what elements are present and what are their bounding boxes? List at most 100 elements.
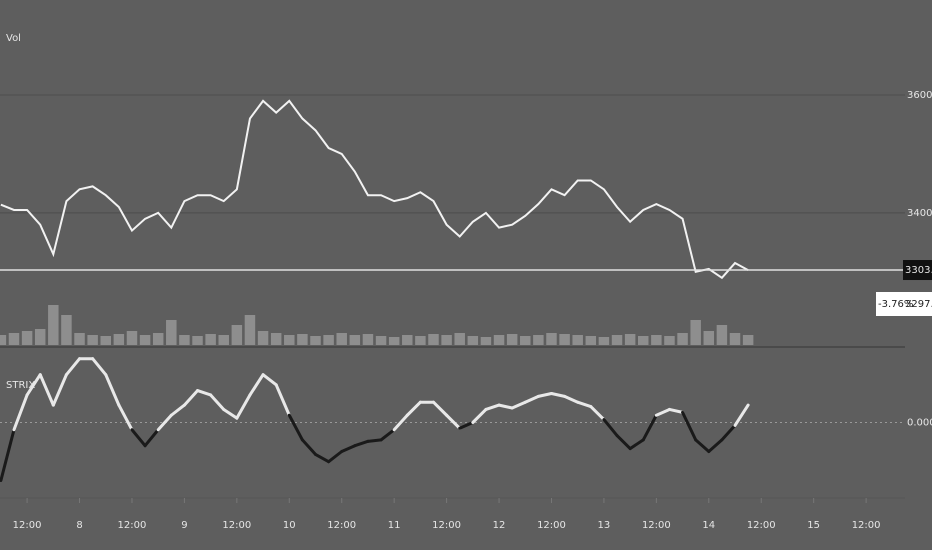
strix-segment	[431, 400, 449, 417]
volume-bar	[467, 336, 479, 345]
strix-segment	[104, 373, 121, 407]
strix-segment	[366, 438, 383, 443]
volume-bar	[21, 331, 33, 345]
volume-bar	[0, 335, 7, 345]
strix-segment	[261, 373, 278, 387]
strix-segment	[12, 393, 29, 432]
strix-segment	[445, 413, 462, 430]
strix-segment	[497, 403, 514, 410]
volume-bar	[690, 320, 701, 345]
x-tick-label: 12:00	[327, 520, 356, 531]
strix-segment	[733, 403, 750, 427]
volume-label: Vol	[6, 33, 21, 44]
volume-bar	[362, 334, 374, 345]
volume-bar	[677, 333, 688, 345]
strix-segment	[38, 373, 55, 407]
strix-segment	[667, 407, 685, 414]
price-badge	[903, 260, 932, 281]
volume-bar	[638, 336, 649, 345]
y-tick-label: 3600.00	[907, 90, 932, 101]
x-tick-label: 10	[283, 520, 296, 531]
price-line	[0, 99, 749, 280]
volume-bar	[598, 337, 610, 345]
badge-label: 3297.80	[905, 299, 932, 310]
strix-segment	[0, 428, 16, 482]
volume-bar	[126, 331, 138, 345]
strix-segment	[222, 407, 239, 420]
volume-bar	[231, 325, 243, 345]
volume-bar	[388, 337, 400, 345]
volume-bar	[257, 331, 269, 345]
strix-segment	[327, 450, 344, 464]
volume-bar	[559, 334, 570, 345]
strix-segment	[64, 357, 82, 377]
volume-bar	[100, 336, 111, 345]
volume-bar	[415, 336, 426, 345]
volume-bar	[192, 336, 203, 345]
strix-segment	[694, 438, 711, 453]
change-badge	[876, 292, 932, 316]
strix-segment	[117, 403, 134, 432]
price-badge-label: 3303.13	[905, 265, 932, 276]
strix-segment	[379, 428, 396, 442]
volume-bar	[572, 335, 583, 345]
strix-segment	[720, 423, 737, 442]
volume-bar	[74, 333, 85, 345]
volume-bar	[61, 315, 72, 345]
volume-bar	[349, 335, 361, 345]
strix-segment	[25, 373, 42, 397]
volume-bar	[336, 333, 347, 345]
volume-bar	[218, 335, 229, 345]
strix-segment	[589, 405, 606, 422]
change-label: -3.76%	[878, 299, 913, 310]
volume-bar	[624, 334, 636, 345]
volume-bar	[546, 333, 557, 345]
volume-bar	[179, 335, 190, 345]
strix-segment	[641, 413, 658, 442]
volume-bar	[493, 335, 505, 345]
strix-segment	[248, 373, 265, 397]
strix-segment	[182, 389, 200, 407]
volume-bar	[651, 335, 662, 345]
strix-segment	[235, 393, 252, 420]
volume-bar	[506, 334, 518, 345]
x-tick-label: 12:00	[432, 520, 461, 531]
volume-bar	[520, 336, 531, 345]
volume-bar	[166, 320, 177, 345]
strix-segment	[392, 413, 409, 432]
volume-bar	[742, 335, 754, 345]
volume-bar	[205, 334, 216, 345]
volume-bar	[8, 333, 20, 345]
volume-bar	[152, 333, 164, 345]
volume-bar	[585, 336, 597, 345]
strix-segment	[91, 357, 108, 377]
volume-bar	[664, 336, 675, 345]
strix-segment	[628, 438, 645, 451]
strix-label: STRIX	[6, 380, 35, 391]
strix-segment	[563, 394, 580, 404]
y-tick-label: 3400.00	[907, 208, 932, 219]
strix-segment	[405, 400, 422, 417]
volume-bar	[34, 329, 46, 345]
strix-segment	[143, 428, 160, 448]
x-tick-label: 12:00	[852, 520, 881, 531]
volume-bar	[480, 337, 492, 345]
strix-segment	[654, 407, 671, 417]
x-tick-label: 8	[76, 520, 82, 531]
volume-bar	[402, 335, 413, 345]
x-tick-label: 12	[493, 520, 506, 531]
strix-segment	[51, 373, 68, 407]
volume-bar	[454, 333, 465, 345]
volume-bar	[611, 335, 623, 345]
volume-bar	[441, 335, 452, 345]
x-tick-label: 12:00	[13, 520, 42, 531]
strix-segment	[681, 410, 698, 442]
x-tick-label: 12:00	[537, 520, 566, 531]
strix-segment	[471, 407, 488, 424]
x-tick-label: 12:00	[222, 520, 251, 531]
strix-segment	[130, 428, 147, 448]
volume-bar	[533, 335, 544, 345]
x-tick-label: 14	[702, 520, 715, 531]
strix-segment	[576, 400, 593, 409]
